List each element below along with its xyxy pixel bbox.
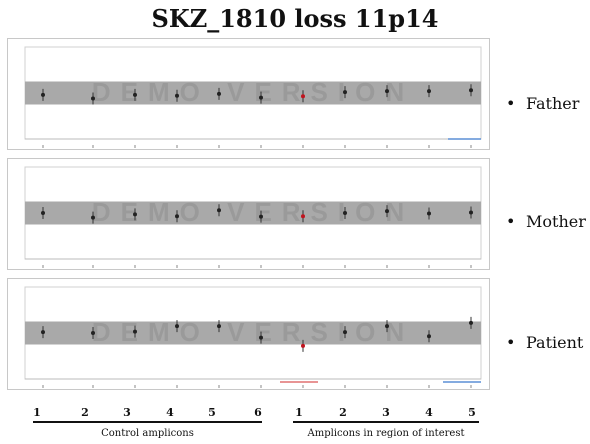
- data-point: [301, 94, 305, 99]
- role-father-label: Father: [526, 94, 580, 113]
- role-patient-label: Patient: [526, 333, 584, 352]
- normal-range-band: [25, 321, 481, 345]
- data-point: [91, 215, 95, 220]
- control-group-label: Control amplicons: [101, 428, 194, 439]
- data-point: [41, 92, 45, 97]
- data-point: [217, 208, 221, 213]
- data-point: [175, 324, 179, 329]
- data-point: [91, 331, 95, 335]
- control-group-line: [33, 421, 262, 423]
- mother-chart-panel: DEMO VERSION: [7, 158, 490, 270]
- data-point: [301, 343, 305, 348]
- amplicon-number: 5: [208, 406, 216, 419]
- bullet-mother: •: [506, 212, 516, 231]
- role-father: • Father: [506, 94, 579, 113]
- data-point: [427, 334, 431, 339]
- data-point: [469, 88, 473, 93]
- data-point: [133, 92, 137, 97]
- data-point: [91, 96, 95, 101]
- father-chart: DEMO VERSION: [24, 46, 482, 148]
- data-point: [175, 214, 179, 219]
- region-group-label: Amplicons in region of interest: [307, 428, 465, 439]
- normal-range-band: [25, 81, 481, 105]
- data-point: [469, 210, 473, 215]
- data-point: [385, 324, 389, 329]
- amplicon-number: 2: [81, 406, 89, 419]
- data-point: [427, 89, 431, 94]
- data-point: [133, 329, 137, 334]
- data-point: [217, 91, 221, 96]
- slide-title: SKZ_1810 loss 11p14: [151, 4, 439, 33]
- data-point: [259, 335, 263, 340]
- data-point: [217, 324, 221, 329]
- role-mother-label: Mother: [526, 212, 586, 231]
- data-point: [343, 90, 347, 95]
- bullet-father: •: [506, 94, 516, 113]
- data-point: [41, 211, 45, 215]
- data-point: [175, 93, 179, 98]
- data-point: [259, 214, 263, 219]
- data-point: [385, 89, 389, 94]
- amplicon-number: 1: [295, 406, 303, 419]
- bullet-patient: •: [506, 333, 516, 352]
- amplicon-number: 3: [123, 406, 131, 419]
- father-chart-panel: DEMO VERSION: [7, 38, 490, 150]
- data-point: [427, 211, 431, 216]
- amplicon-number: 4: [166, 406, 174, 419]
- data-point: [385, 209, 389, 214]
- amplicon-number: 6: [254, 406, 262, 419]
- region-group-line: [293, 421, 479, 423]
- amplicon-number: 4: [425, 406, 433, 419]
- watermark-text: DEMO VERSION: [92, 197, 414, 227]
- amplicon-number: 5: [468, 406, 476, 419]
- patient-chart-panel: DEMO VERSION: [7, 278, 490, 390]
- data-point: [343, 211, 347, 215]
- watermark-text: DEMO VERSION: [92, 77, 414, 107]
- patient-chart: DEMO VERSION: [24, 286, 482, 388]
- data-point: [41, 330, 45, 335]
- amplicon-number: 2: [339, 406, 347, 419]
- amplicon-number: 3: [382, 406, 390, 419]
- amplicon-number: 1: [33, 406, 41, 419]
- normal-range-band: [25, 201, 481, 225]
- data-point: [301, 214, 305, 219]
- role-mother: • Mother: [506, 212, 586, 231]
- data-point: [343, 330, 347, 335]
- data-point: [259, 95, 263, 100]
- role-patient: • Patient: [506, 333, 583, 352]
- mother-chart: DEMO VERSION: [24, 166, 482, 268]
- watermark-text: DEMO VERSION: [92, 317, 414, 347]
- data-point: [469, 320, 473, 325]
- data-point: [133, 212, 137, 217]
